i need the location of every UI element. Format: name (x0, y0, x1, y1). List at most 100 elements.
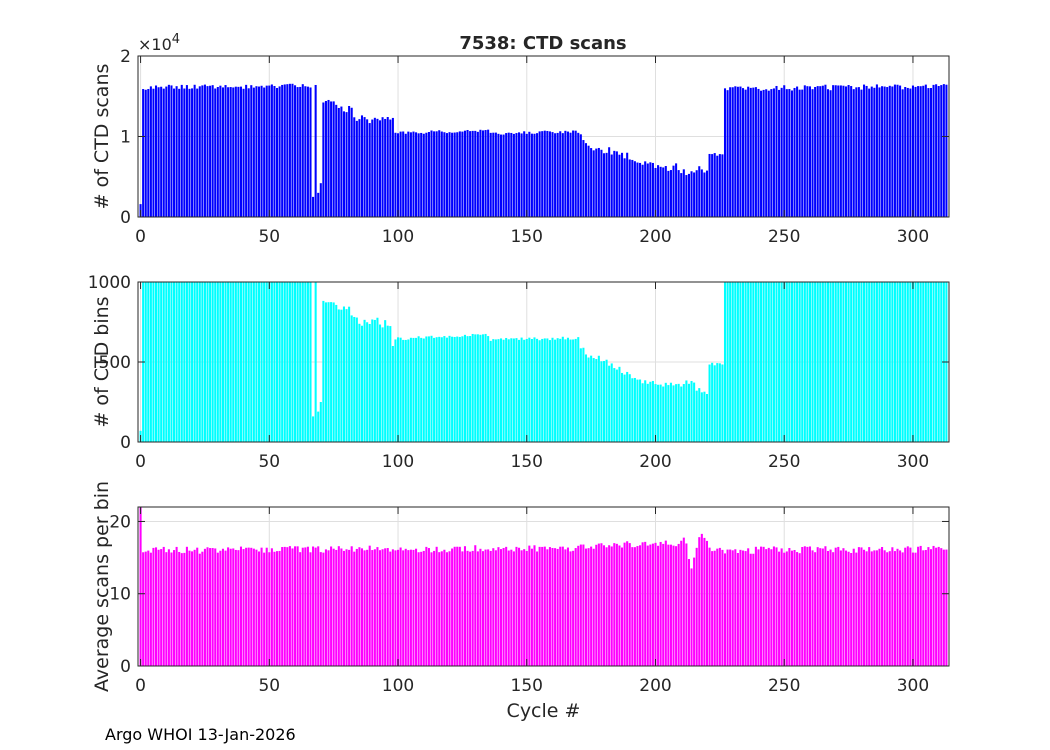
average-bar (559, 546, 562, 666)
scans-bar (669, 170, 672, 217)
average-bar (736, 552, 739, 666)
average-bar (484, 549, 487, 666)
average-bar (548, 547, 551, 666)
scans-bar (492, 132, 495, 217)
scans-bar (883, 86, 886, 217)
average-bar (672, 545, 675, 666)
average-bar (819, 548, 822, 666)
scans-bar (528, 131, 531, 217)
average-bar (919, 545, 922, 666)
average-bar (281, 547, 284, 666)
scans-bar (747, 86, 750, 217)
scans-bar (319, 183, 322, 217)
average-bar (203, 548, 206, 666)
bins-bar (409, 337, 412, 442)
bins-bar (242, 282, 245, 442)
scans-bar (844, 86, 848, 218)
average-bar (283, 546, 286, 666)
bins-bar (775, 282, 778, 442)
bins-bar (185, 282, 188, 442)
scans-bar (767, 90, 770, 217)
bins-bar (669, 382, 672, 442)
bins-bar (579, 348, 582, 442)
average-bar (523, 549, 526, 666)
scans-bar (530, 133, 533, 217)
average-bar (407, 550, 410, 666)
bins-bar (639, 379, 642, 442)
scans-y-axis-label: # of CTD scans (91, 64, 113, 210)
bins-bar (376, 317, 379, 442)
scans-bar (350, 107, 353, 217)
scans-bar (523, 131, 526, 217)
bins-bar (391, 346, 394, 442)
average-bar (252, 548, 255, 666)
scans-bar (556, 132, 559, 217)
average-bar (566, 547, 569, 666)
bins-bar (484, 333, 487, 442)
scans-bar (829, 90, 832, 217)
scans-bar (554, 133, 557, 217)
scans-bar (587, 145, 590, 217)
bins-bar (677, 383, 680, 442)
bins-bar (790, 282, 793, 442)
bins-bar (342, 306, 345, 442)
average-bar (260, 547, 263, 666)
bins-bar (569, 339, 572, 442)
bins-bar (582, 347, 585, 442)
bins-bar (718, 363, 721, 442)
bins-bar (801, 282, 804, 442)
bins-bar (281, 282, 284, 442)
scans-bar (512, 133, 515, 217)
bins-bar (602, 360, 606, 442)
bins-bar (389, 326, 392, 442)
bins-bar (348, 306, 351, 442)
scans-bar (839, 85, 842, 217)
average-bar (929, 549, 933, 666)
bins-bar (420, 337, 423, 442)
bins-bar (487, 336, 490, 442)
scans-bar (260, 85, 263, 217)
average-bar (646, 545, 649, 666)
bins-bar (883, 282, 886, 442)
average-bar (582, 544, 585, 666)
bins-bar (919, 282, 922, 442)
bins-bar (546, 338, 549, 442)
average-bar (340, 548, 343, 666)
bins-bar (636, 379, 639, 442)
scans-bar (409, 132, 412, 217)
average-bar (760, 546, 763, 666)
average-bar (474, 545, 477, 666)
average-bar (443, 549, 446, 666)
bins-bar (229, 282, 232, 442)
scans-bar (412, 131, 415, 217)
scans-x-tick-label: 0 (135, 227, 146, 247)
scans-bar (283, 84, 286, 217)
average-bar (844, 550, 848, 666)
average-bar (335, 549, 338, 666)
average-bar (317, 546, 320, 666)
bins-bar (525, 338, 528, 442)
average-bar (615, 543, 618, 666)
scans-bar (927, 88, 930, 217)
average-bar (286, 547, 289, 666)
bins-bar (760, 282, 763, 442)
bins-bar (572, 339, 575, 442)
scans-bar (394, 132, 397, 217)
average-bar (278, 550, 281, 666)
scans-bar (564, 130, 567, 217)
average-bar (466, 550, 469, 666)
average-bar (657, 545, 660, 666)
scans-bar (178, 88, 181, 218)
scans-bar (901, 89, 904, 217)
scans-bar (708, 153, 711, 217)
bins-bar (649, 381, 652, 442)
average-bar (412, 549, 415, 666)
bins-bar (324, 302, 327, 442)
average-bar (304, 547, 307, 666)
scans-bar (633, 161, 636, 217)
scans-bar (744, 89, 747, 217)
average-bar (415, 548, 418, 666)
scans-bar (489, 132, 492, 217)
average-bar (394, 550, 397, 666)
scans-bar (886, 87, 889, 217)
